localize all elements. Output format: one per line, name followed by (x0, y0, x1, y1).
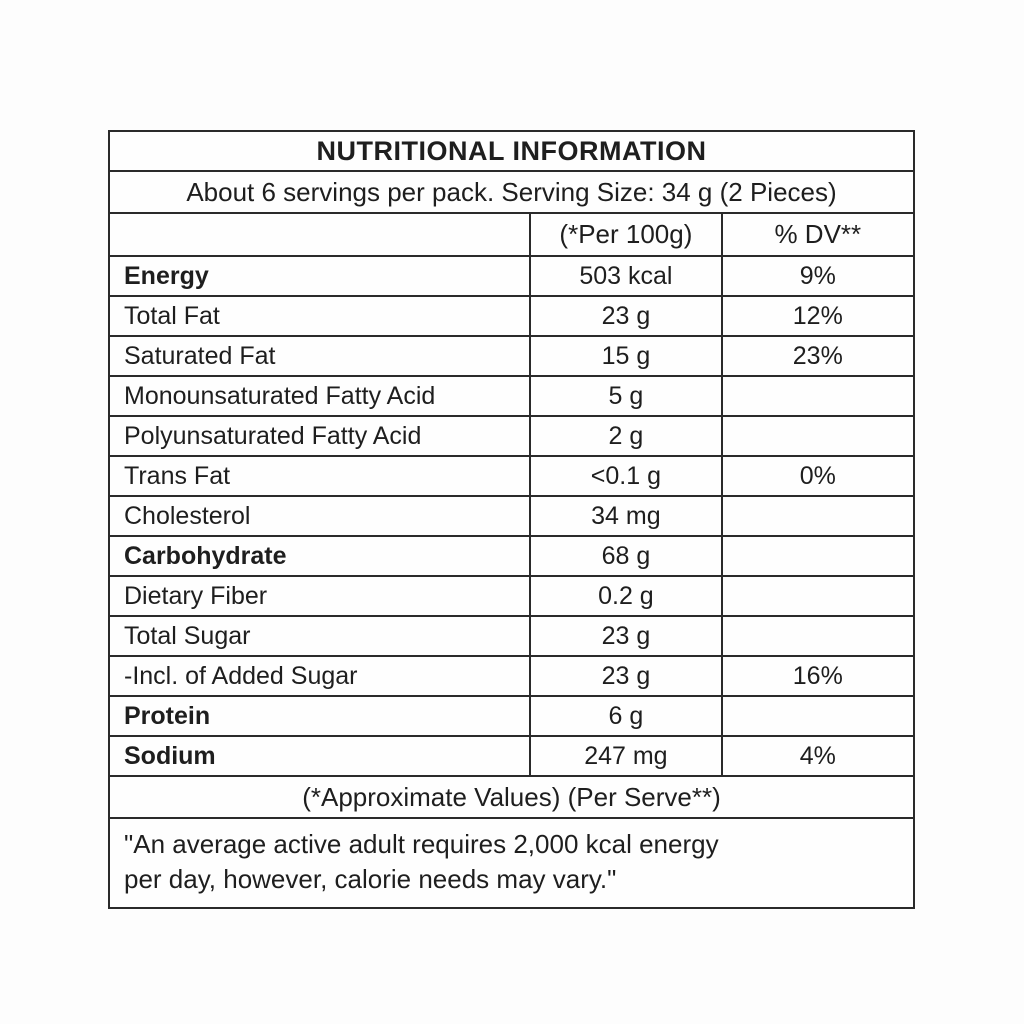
nutrient-name: Total Fat (124, 301, 220, 330)
nutrient-name: Cholesterol (124, 501, 251, 530)
table-row-total-sugar: Total Sugar 23 g (110, 617, 913, 657)
header-dv-cell: % DV** (720, 214, 913, 255)
nutrient-value: 247 mg (529, 737, 721, 775)
nutrient-value: 0.2 g (529, 577, 721, 615)
nutrient-value: 34 mg (529, 497, 721, 535)
nutrient-dv (720, 537, 913, 575)
table-title: NUTRITIONAL INFORMATION (316, 135, 707, 166)
footnote-row: "An average active adult requires 2,000 … (110, 819, 913, 907)
table-title-row: NUTRITIONAL INFORMATION (110, 132, 913, 172)
nutrient-name: Saturated Fat (124, 341, 276, 370)
table-row-saturated-fat: Saturated Fat 15 g 23% (110, 337, 913, 377)
table-row-cholesterol: Cholesterol 34 mg (110, 497, 913, 537)
nutrition-table: NUTRITIONAL INFORMATION About 6 servings… (108, 130, 915, 909)
nutrient-dv: 12% (720, 297, 913, 335)
nutrient-name: Polyunsaturated Fatty Acid (124, 421, 422, 450)
nutrient-value: 23 g (529, 297, 721, 335)
nutrient-value: 503 kcal (529, 257, 721, 295)
nutrient-dv (720, 697, 913, 735)
nutrient-value: 5 g (529, 377, 721, 415)
table-row-energy: Energy 503 kcal 9% (110, 257, 913, 297)
nutrient-value: 23 g (529, 657, 721, 695)
nutrient-name: Protein (124, 701, 211, 730)
nutrient-value: 2 g (529, 417, 721, 455)
approximate-values-row: (*Approximate Values) (Per Serve**) (110, 777, 913, 819)
nutrient-dv: 9% (720, 257, 913, 295)
table-row-monounsaturated: Monounsaturated Fatty Acid 5 g (110, 377, 913, 417)
nutrient-dv (720, 577, 913, 615)
nutrient-name: -Incl. of Added Sugar (124, 661, 358, 690)
table-row-dietary-fiber: Dietary Fiber 0.2 g (110, 577, 913, 617)
nutrient-value: 15 g (529, 337, 721, 375)
header-per-100g-cell: (*Per 100g) (529, 214, 721, 255)
nutrient-dv: 4% (720, 737, 913, 775)
nutrient-name: Trans Fat (124, 461, 231, 490)
nutrient-dv (720, 377, 913, 415)
nutrient-name: Total Sugar (124, 621, 251, 650)
nutrient-dv: 23% (720, 337, 913, 375)
table-row-added-sugar: -Incl. of Added Sugar 23 g 16% (110, 657, 913, 697)
nutrient-name: Monounsaturated Fatty Acid (124, 381, 436, 410)
nutrient-value: 68 g (529, 537, 721, 575)
nutrient-dv (720, 617, 913, 655)
table-row-polyunsaturated: Polyunsaturated Fatty Acid 2 g (110, 417, 913, 457)
table-row-sodium: Sodium 247 mg 4% (110, 737, 913, 777)
footnote-line-2: per day, however, calorie needs may vary… (124, 864, 617, 894)
nutrient-value: 6 g (529, 697, 721, 735)
table-row-total-fat: Total Fat 23 g 12% (110, 297, 913, 337)
approximate-values-text: (*Approximate Values) (Per Serve**) (302, 781, 721, 812)
nutrient-name: Dietary Fiber (124, 581, 268, 610)
table-row-carbohydrate: Carbohydrate 68 g (110, 537, 913, 577)
nutrient-dv: 0% (720, 457, 913, 495)
nutrient-name: Sodium (124, 741, 216, 770)
nutrient-dv (720, 497, 913, 535)
table-row-trans-fat: Trans Fat <0.1 g 0% (110, 457, 913, 497)
nutrient-value: <0.1 g (529, 457, 721, 495)
nutrient-name: Carbohydrate (124, 541, 287, 570)
nutrient-value: 23 g (529, 617, 721, 655)
column-header-row: (*Per 100g) % DV** (110, 214, 913, 257)
nutrient-dv: 16% (720, 657, 913, 695)
serving-info: About 6 servings per pack. Serving Size:… (186, 176, 837, 207)
serving-info-row: About 6 servings per pack. Serving Size:… (110, 172, 913, 214)
nutrient-name: Energy (124, 261, 209, 290)
header-nutrient-cell (110, 214, 529, 255)
nutrient-dv (720, 417, 913, 455)
footnote-line-1: "An average active adult requires 2,000 … (124, 829, 719, 859)
table-row-protein: Protein 6 g (110, 697, 913, 737)
